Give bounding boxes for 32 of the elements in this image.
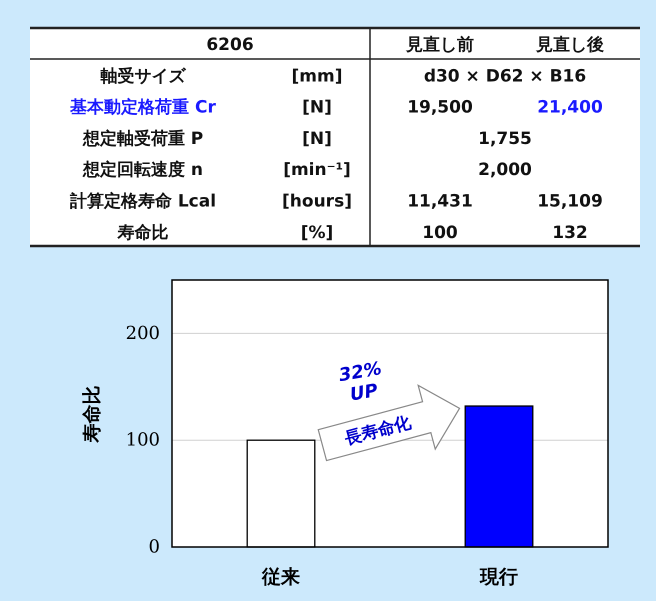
y-axis-title: 寿命比 bbox=[81, 386, 103, 444]
text: [mm] bbox=[292, 66, 342, 86]
text: [min⁻¹] bbox=[283, 160, 351, 180]
category-label: 見直し前 bbox=[405, 35, 474, 55]
text: 11,431 bbox=[407, 192, 473, 212]
text: 19,500 bbox=[407, 98, 473, 118]
y-tick-label: 100 bbox=[126, 430, 160, 451]
text: 15,109 bbox=[537, 192, 603, 212]
annotation: 長寿命化 bbox=[342, 412, 414, 450]
text: 100 bbox=[422, 222, 458, 243]
x-tick-label: 現行 bbox=[479, 566, 518, 588]
text: d30 × D62 × B16 bbox=[424, 66, 586, 86]
text: [N] bbox=[302, 98, 332, 118]
text: 想定軸受荷重 P bbox=[82, 128, 204, 149]
x-tick-label: 従来 bbox=[261, 566, 300, 588]
annotation: 32% UP bbox=[337, 358, 384, 406]
text: 基本動定格荷重 Cr bbox=[70, 98, 216, 118]
y-tick-label: 0 bbox=[148, 536, 160, 558]
y-tick-label: 200 bbox=[126, 322, 160, 344]
text: 想定回転速度 n bbox=[82, 160, 204, 180]
text: 軸受サイズ bbox=[100, 66, 186, 86]
category-label: 見直し後 bbox=[535, 35, 604, 55]
text: 計算定格寿命 Lcal bbox=[70, 192, 216, 212]
text: 2,000 bbox=[478, 160, 532, 180]
text: 寿命比 bbox=[118, 222, 168, 243]
text: [hours] bbox=[282, 192, 352, 212]
text: 21,400 bbox=[537, 98, 603, 118]
category-label: 6206 bbox=[206, 35, 254, 55]
text: [N] bbox=[302, 128, 332, 149]
text: [%] bbox=[300, 222, 334, 243]
text: 132 bbox=[552, 222, 588, 243]
text: 1,755 bbox=[478, 128, 532, 149]
